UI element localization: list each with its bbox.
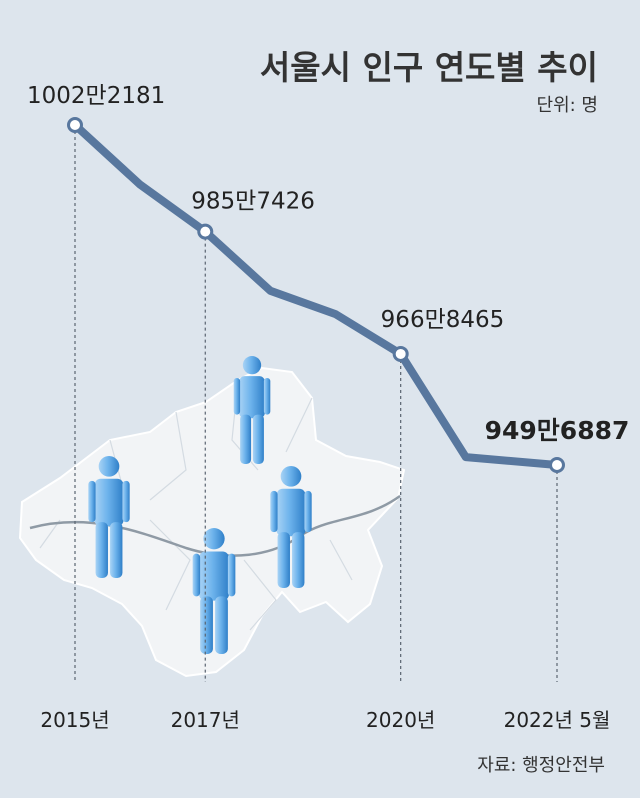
x-tick-label: 2017년 (171, 708, 240, 732)
unit-label: 단위: 명 (537, 95, 598, 116)
data-label: 1002만2181 (27, 83, 165, 109)
data-points (67, 117, 565, 473)
data-label: 985만7426 (191, 189, 315, 215)
seoul-map-illustration (18, 366, 406, 678)
drop-lines (74, 125, 558, 682)
x-tick-labels: 2015년 2017년 2020년 2022년 5월 (40, 708, 610, 732)
x-tick-label: 2022년 5월 (504, 708, 611, 732)
data-labels: 1002만2181 985만7426 966만8465 949만6887 (27, 83, 629, 445)
population-line (71, 121, 561, 469)
data-point (549, 457, 565, 473)
source-label: 자료: 행정안전부 (477, 755, 605, 776)
chart-title: 서울시 인구 연도별 추이 (260, 48, 598, 87)
x-tick-label: 2015년 (40, 708, 109, 732)
data-label: 949만6887 (485, 416, 630, 445)
x-tick-label: 2020년 (366, 708, 435, 732)
data-point (392, 345, 409, 362)
data-label: 966만8465 (381, 307, 505, 333)
data-point (197, 223, 214, 240)
series-line (71, 121, 561, 469)
data-point (67, 117, 83, 133)
